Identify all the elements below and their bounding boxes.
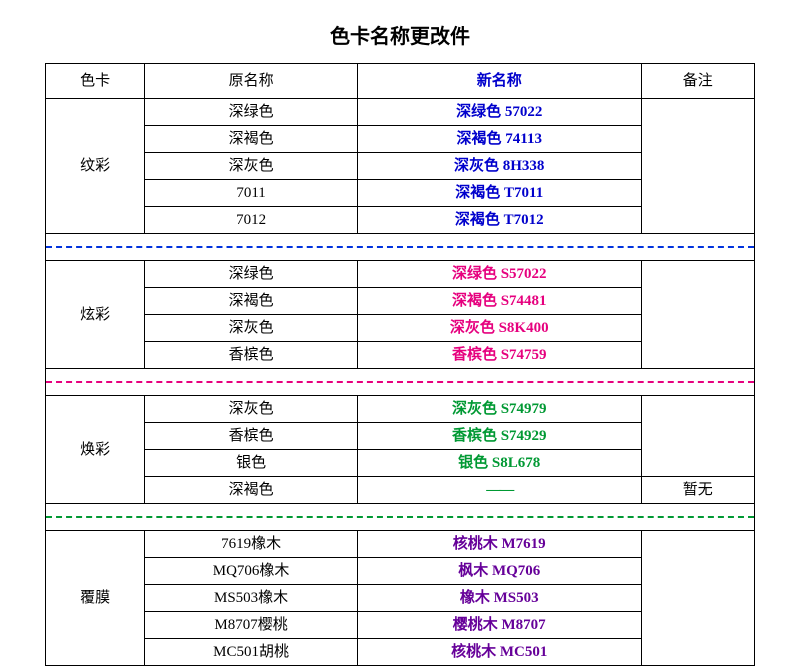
remark-cell — [641, 396, 754, 477]
dashed-separator — [46, 246, 754, 248]
old-name-cell: M8707樱桃 — [145, 612, 358, 639]
col-header-card: 色卡 — [46, 64, 145, 99]
new-name-cell: 橡木 MS503 — [357, 585, 641, 612]
col-header-remark: 备注 — [641, 64, 754, 99]
old-name-cell: 深褐色 — [145, 288, 358, 315]
group-name-cell: 覆膜 — [46, 531, 145, 666]
new-name-cell: 深褐色 T7012 — [357, 207, 641, 234]
remark-cell — [641, 531, 754, 666]
group-name-cell: 炫彩 — [46, 261, 145, 369]
old-name-cell: 7011 — [145, 180, 358, 207]
new-name-cell: 深灰色 8H338 — [357, 153, 641, 180]
group-separator — [46, 234, 755, 261]
old-name-cell: 7012 — [145, 207, 358, 234]
new-name-cell: —— — [357, 477, 641, 504]
remark-cell — [641, 99, 754, 234]
remark-cell — [641, 261, 754, 369]
old-name-cell: 深绿色 — [145, 261, 358, 288]
new-name-cell: 香槟色 S74929 — [357, 423, 641, 450]
new-name-cell: 深褐色 74113 — [357, 126, 641, 153]
col-header-old: 原名称 — [145, 64, 358, 99]
table-header-row: 色卡 原名称 新名称 备注 — [46, 64, 755, 99]
old-name-cell: 香槟色 — [145, 342, 358, 369]
col-header-new: 新名称 — [357, 64, 641, 99]
old-name-cell: 深灰色 — [145, 396, 358, 423]
old-name-cell: MS503橡木 — [145, 585, 358, 612]
remark-cell: 暂无 — [641, 477, 754, 504]
new-name-cell: 核桃木 MC501 — [357, 639, 641, 666]
new-name-cell: 枫木 MQ706 — [357, 558, 641, 585]
old-name-cell: MC501胡桃 — [145, 639, 358, 666]
new-name-cell: 香槟色 S74759 — [357, 342, 641, 369]
color-rename-table: 色卡 原名称 新名称 备注 纹彩深绿色深绿色 57022深褐色深褐色 74113… — [45, 63, 755, 666]
new-name-cell: 核桃木 M7619 — [357, 531, 641, 558]
old-name-cell: 香槟色 — [145, 423, 358, 450]
old-name-cell: 深灰色 — [145, 153, 358, 180]
new-name-cell: 银色 S8L678 — [357, 450, 641, 477]
old-name-cell: 深灰色 — [145, 315, 358, 342]
group-separator — [46, 369, 755, 396]
old-name-cell: 银色 — [145, 450, 358, 477]
page-title: 色卡名称更改件 — [45, 20, 755, 49]
new-name-cell: 深灰色 S8K400 — [357, 315, 641, 342]
dashed-separator — [46, 516, 754, 518]
old-name-cell: 7619橡木 — [145, 531, 358, 558]
new-name-cell: 樱桃木 M8707 — [357, 612, 641, 639]
group-separator — [46, 504, 755, 531]
group-name-cell: 纹彩 — [46, 99, 145, 234]
group-name-cell: 焕彩 — [46, 396, 145, 504]
old-name-cell: 深褐色 — [145, 477, 358, 504]
old-name-cell: 深褐色 — [145, 126, 358, 153]
new-name-cell: 深绿色 57022 — [357, 99, 641, 126]
dashed-separator — [46, 381, 754, 383]
new-name-cell: 深褐色 S74481 — [357, 288, 641, 315]
new-name-cell: 深褐色 T7011 — [357, 180, 641, 207]
new-name-cell: 深灰色 S74979 — [357, 396, 641, 423]
old-name-cell: 深绿色 — [145, 99, 358, 126]
table-row: 覆膜7619橡木核桃木 M7619 — [46, 531, 755, 558]
table-row: 纹彩深绿色深绿色 57022 — [46, 99, 755, 126]
table-row: 深褐色——暂无 — [46, 477, 755, 504]
table-row: 炫彩深绿色深绿色 S57022 — [46, 261, 755, 288]
old-name-cell: MQ706橡木 — [145, 558, 358, 585]
table-row: 焕彩深灰色深灰色 S74979 — [46, 396, 755, 423]
new-name-cell: 深绿色 S57022 — [357, 261, 641, 288]
